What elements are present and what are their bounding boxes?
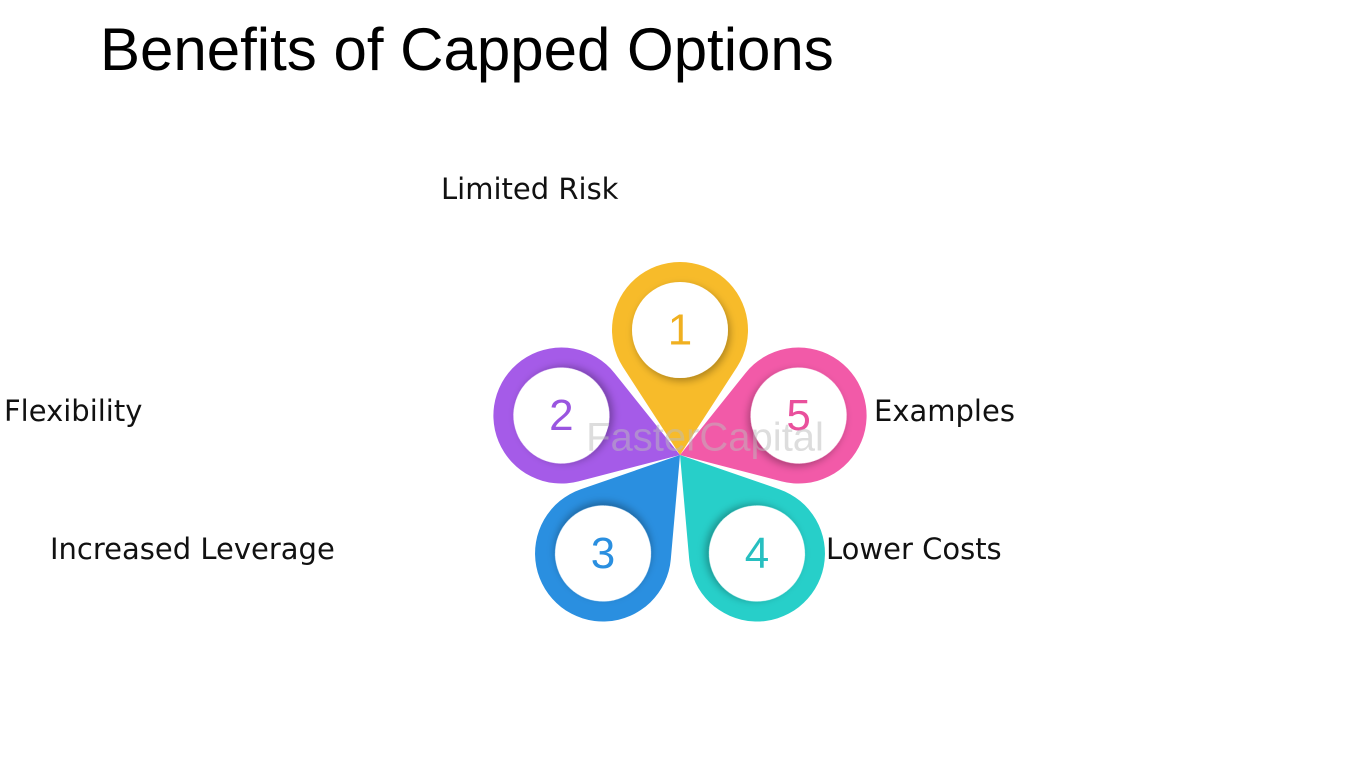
node-number: 4 [745,529,769,578]
petal [612,262,748,455]
node-label: Examples [874,394,1015,428]
node-label: Increased Leverage [50,532,335,566]
node-number: 3 [591,529,615,578]
watermark: FasterCapital [586,416,824,460]
node-label: Lower Costs [826,532,1002,566]
node-number: 5 [786,391,810,440]
petal [493,347,680,484]
petal [680,455,825,622]
node-label: Flexibility [4,394,142,428]
petal [535,455,680,622]
petal-inner [750,367,847,464]
node-number: 2 [549,391,573,440]
node-number: 1 [668,306,692,355]
petal-inner [708,505,805,602]
node-label: Limited Risk [441,172,619,206]
petal-inner [513,367,610,464]
title: Benefits of Capped Options [100,16,834,83]
petal-inner [632,282,728,378]
petal [680,347,867,484]
petal-inner [555,505,652,602]
petal-diagram: 3 4 2 5 1 [493,262,867,622]
